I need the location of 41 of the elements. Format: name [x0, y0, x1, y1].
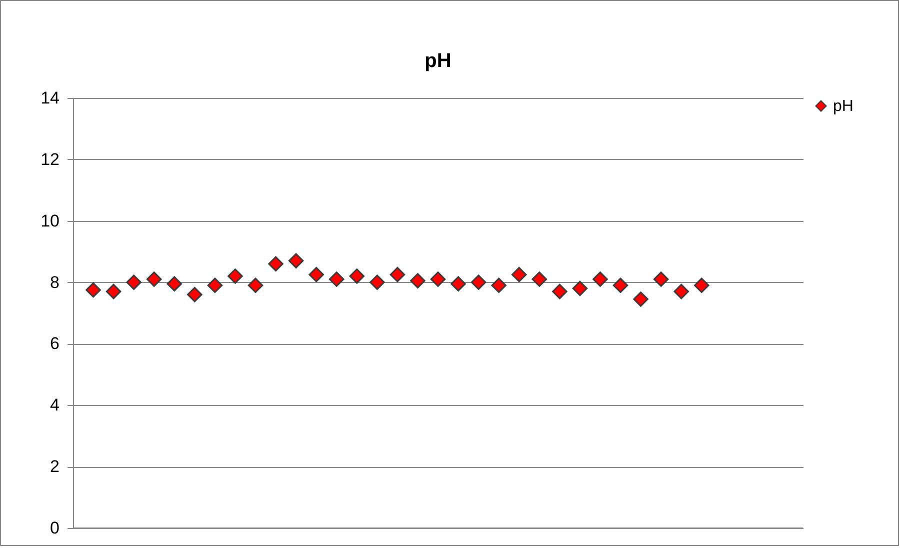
point [86, 282, 101, 298]
legend-label: pH [833, 98, 854, 115]
point [308, 266, 324, 282]
point [349, 268, 365, 284]
point [187, 286, 202, 302]
point [228, 268, 243, 284]
point [450, 276, 466, 292]
y-tick-label: 10 [40, 211, 60, 230]
point [268, 256, 284, 272]
point [248, 278, 264, 293]
point [288, 253, 304, 268]
y-tick-label: 6 [50, 334, 60, 354]
point [552, 284, 568, 300]
point [511, 266, 527, 282]
point [572, 280, 588, 296]
point [653, 272, 669, 287]
point [532, 272, 548, 287]
point [166, 276, 182, 292]
point [674, 284, 689, 300]
point [390, 266, 406, 282]
y-tick-label: 0 [50, 518, 60, 538]
y-tick-label: 12 [40, 150, 60, 169]
point [146, 272, 162, 287]
y-tick-label: 14 [40, 88, 60, 108]
point [328, 272, 344, 287]
point [470, 274, 486, 290]
point [410, 273, 426, 288]
point [370, 274, 385, 290]
y-tick-label: 4 [50, 396, 60, 415]
point [430, 272, 446, 287]
point [633, 292, 648, 307]
y-tick-label: 2 [50, 457, 60, 476]
point [491, 278, 506, 293]
point [106, 284, 122, 300]
point [126, 274, 142, 290]
point [592, 272, 608, 287]
point [612, 278, 628, 293]
point [694, 278, 710, 293]
point [207, 278, 223, 293]
chart-title: pH [424, 50, 452, 72]
y-tick-label: 8 [50, 272, 60, 292]
